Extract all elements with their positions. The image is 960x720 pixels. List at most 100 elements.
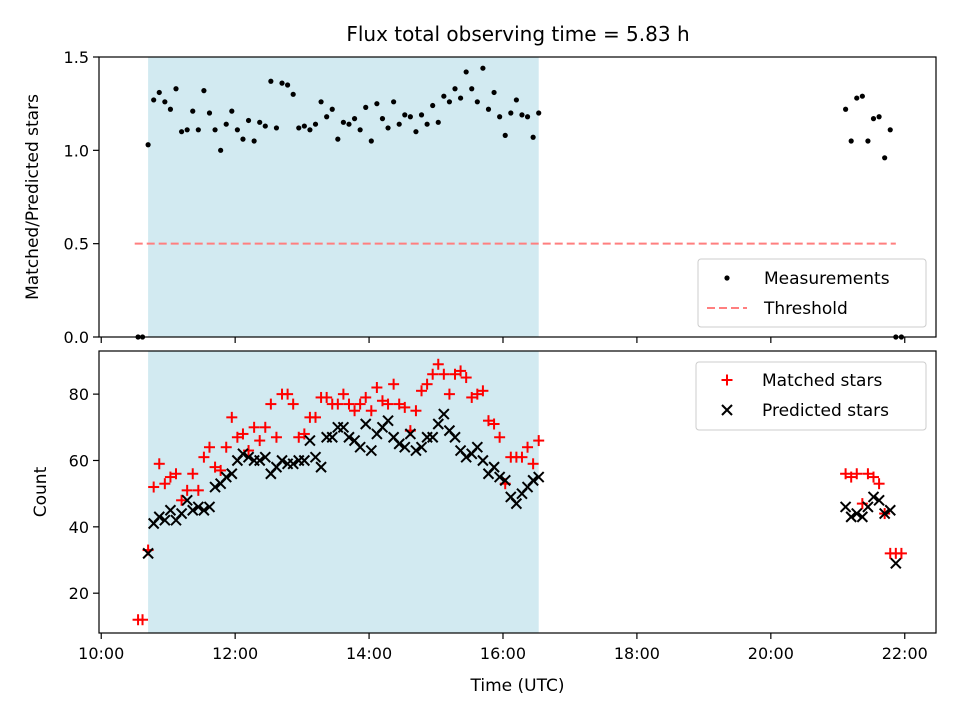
predicted-star-point — [845, 511, 857, 523]
measurement-point — [368, 138, 374, 144]
bottom-legend: Matched stars Predicted stars — [695, 361, 927, 431]
measurement-point — [234, 127, 240, 133]
matched-star-point — [388, 378, 400, 390]
predicted-star-point — [404, 428, 417, 440]
matched-star-point — [416, 385, 428, 397]
matched-star-point — [365, 405, 377, 417]
matched-star-point — [494, 431, 506, 443]
matched-star-point — [192, 484, 204, 496]
measurement-point — [245, 117, 252, 124]
measurement-point — [329, 106, 335, 112]
measurement-point — [212, 127, 218, 133]
measurement-point — [312, 121, 319, 127]
matched-star-point — [488, 418, 500, 430]
predicted-star-point — [399, 441, 411, 453]
matched-star-point — [873, 478, 885, 490]
bottom-panel: 20 40 60 80 10:00 12:00 14:00 16:00 18:00 20:00 22… — [31, 350, 937, 696]
measurement-point — [262, 123, 268, 129]
matched-star-point — [421, 378, 433, 390]
bottom-xtick-label: 22:00 — [882, 644, 928, 663]
predicted-star-point — [226, 468, 238, 480]
matched-star-point — [270, 431, 282, 443]
matched-star-point — [360, 391, 372, 403]
bottom-ytick-label: 80 — [69, 385, 89, 404]
predicted-star-point — [438, 408, 450, 420]
bottom-xtick-label: 14:00 — [346, 644, 392, 663]
measurement-point — [876, 114, 882, 120]
measurement-point — [201, 88, 207, 94]
predicted-star-point — [198, 504, 210, 516]
measurement-point — [257, 119, 263, 125]
predicted-star-point — [326, 431, 338, 443]
matched-star-point — [153, 458, 165, 470]
measurement-point — [463, 69, 469, 75]
measurement-point — [251, 138, 257, 144]
predicted-star-point — [884, 504, 896, 516]
matched-star-point — [399, 401, 411, 413]
predicted-star-point — [181, 494, 193, 507]
matched-star-point — [845, 471, 857, 483]
measurement-point — [446, 99, 453, 105]
top-ytick-label: 0.5 — [64, 235, 89, 254]
measurement-point — [229, 108, 235, 114]
measurement-point — [396, 121, 402, 127]
predicted-star-point — [851, 507, 863, 520]
top-observing-window-shade — [148, 57, 539, 337]
predicted-star-point — [878, 507, 891, 520]
predicted-star-point — [175, 507, 188, 520]
matched-star-point — [181, 484, 193, 496]
matched-star-point — [443, 388, 455, 400]
matched-star-point — [466, 391, 478, 403]
predicted-star-point — [203, 501, 216, 513]
predicted-star-point — [164, 504, 177, 516]
predicted-star-point — [426, 431, 439, 443]
measurement-points — [135, 65, 905, 340]
bottom-y-axis-label: Count — [31, 466, 51, 517]
measurement-point — [848, 138, 854, 144]
matched-star-point — [148, 481, 160, 493]
measurement-point — [513, 97, 519, 103]
measurement-point — [318, 99, 324, 105]
measurement-point — [324, 114, 330, 120]
matched-star-point — [220, 441, 232, 453]
predicted-star-point — [499, 474, 511, 487]
measurement-point — [145, 142, 151, 148]
measurement-point — [402, 112, 408, 118]
predicted-star-point — [488, 461, 500, 473]
measurement-point — [418, 112, 425, 118]
predicted-star-point — [839, 501, 852, 513]
matched-star-point — [321, 391, 333, 403]
bottom-xtick-label: 16:00 — [480, 644, 526, 663]
predicted-star-point — [343, 431, 355, 443]
predicted-star-point — [209, 481, 221, 493]
matched-star-point — [410, 405, 422, 417]
measurement-point — [279, 80, 285, 86]
matched-star-point — [337, 388, 349, 400]
measurement-point — [452, 86, 458, 92]
top-ticks: 0.0 0.5 1.0 1.5 — [64, 48, 906, 347]
measurement-point — [307, 127, 313, 133]
measurement-point — [156, 89, 162, 96]
measurement-point — [151, 97, 157, 103]
predicted-star-point — [449, 431, 461, 443]
matched-star-point — [187, 468, 199, 480]
measurement-point — [335, 136, 341, 142]
measurement-point — [435, 119, 441, 125]
measurement-point — [480, 65, 486, 71]
measurement-point — [882, 155, 888, 161]
measurement-point — [346, 121, 352, 127]
predicted-star-point — [527, 474, 539, 487]
predicted-star-point — [360, 418, 372, 430]
predicted-star-point — [259, 451, 271, 463]
measurement-point — [351, 116, 358, 122]
matched-star-point — [527, 458, 539, 470]
measurement-point — [870, 116, 877, 122]
matched-star-point — [226, 411, 238, 423]
measurement-point — [218, 147, 224, 153]
bottom-xtick-label: 18:00 — [614, 644, 660, 663]
measurement-point — [173, 86, 179, 92]
measurement-point — [865, 138, 871, 144]
predicted-star-point — [856, 511, 869, 523]
measurement-point — [268, 78, 274, 84]
measurement-point — [519, 112, 525, 118]
